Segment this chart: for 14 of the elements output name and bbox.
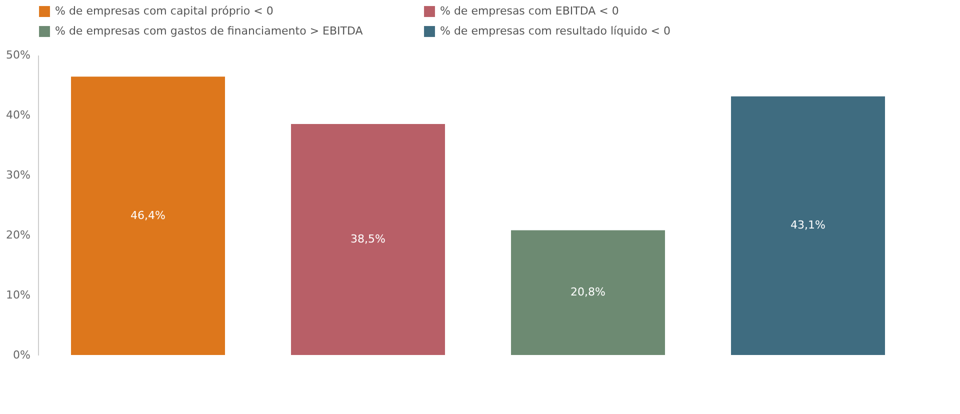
y-tick-label: 40%	[6, 108, 30, 122]
legend-label: % de empresas com resultado líquido < 0	[440, 24, 671, 38]
data-label: 20,8%	[570, 286, 606, 299]
legend-label: % de empresas com gastos de financiamento > EBITDA	[55, 24, 364, 38]
data-label: 43,1%	[790, 218, 826, 232]
data-label: 46,4%	[130, 208, 166, 222]
y-tick-label: 0%	[13, 348, 30, 362]
y-tick-label: 30%	[6, 168, 30, 182]
y-tick-label: 50%	[6, 48, 30, 62]
data-label: 38,5%	[350, 232, 386, 246]
y-tick-label: 10%	[6, 288, 30, 302]
legend-label: % de empresas com capital próprio < 0	[55, 4, 274, 18]
legend-label: % de empresas com EBITDA < 0	[440, 4, 619, 18]
y-tick-label: 20%	[6, 228, 30, 242]
